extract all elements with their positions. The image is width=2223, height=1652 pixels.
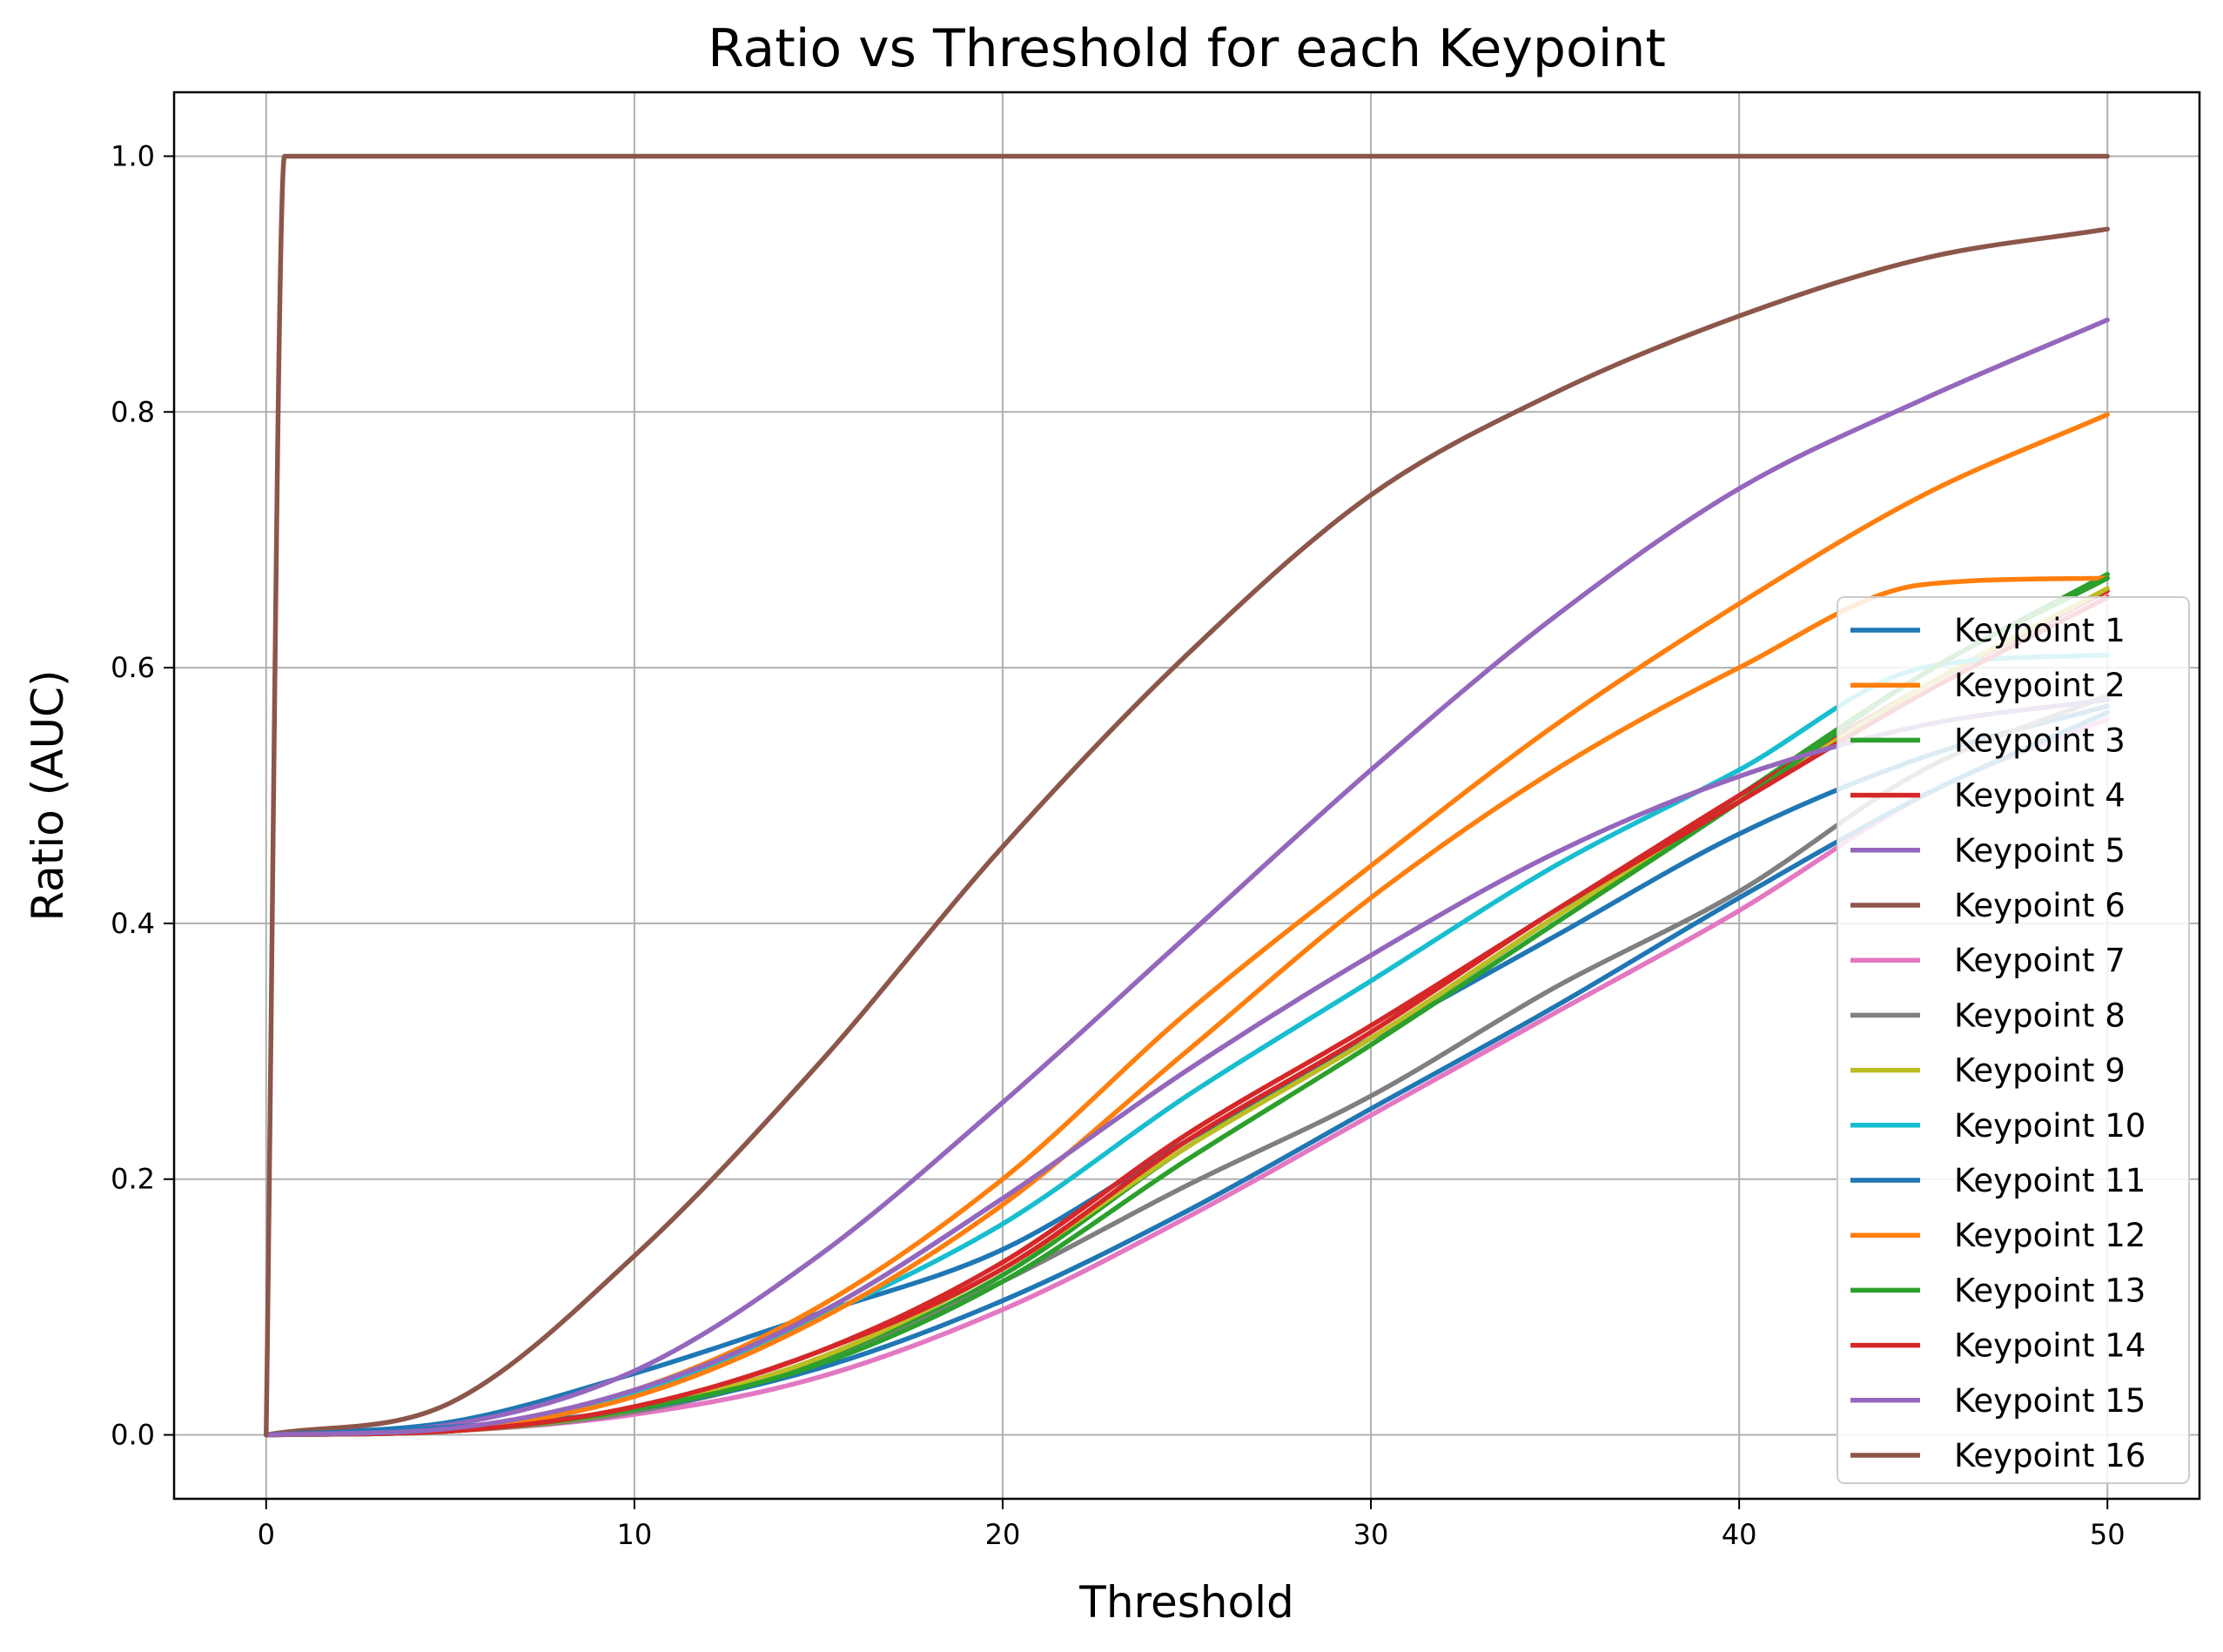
legend-label: Keypoint 12 — [1954, 1217, 2146, 1254]
legend-label: Keypoint 4 — [1954, 777, 2126, 815]
y-tick-label: 0.2 — [111, 1163, 155, 1196]
legend-label: Keypoint 7 — [1954, 942, 2126, 979]
legend-label: Keypoint 15 — [1954, 1382, 2146, 1420]
y-tick-label: 0.4 — [111, 907, 155, 940]
y-tick-label: 0.0 — [111, 1419, 155, 1452]
x-tick-label: 0 — [258, 1518, 275, 1551]
x-tick-label: 20 — [985, 1518, 1021, 1551]
legend-label: Keypoint 10 — [1954, 1107, 2146, 1145]
series-line-keypoint-16 — [264, 153, 2110, 1438]
y-tick-label: 0.8 — [111, 395, 155, 428]
plot-frame — [172, 91, 2201, 1501]
legend-label: Keypoint 9 — [1954, 1052, 2126, 1090]
y-axis-title: Ratio (AUC) — [23, 670, 73, 922]
legend: Keypoint 1 Keypoint 2 Keypoint 3 Keypoint 4… — [1837, 596, 2190, 1484]
legend-label: Keypoint 1 — [1954, 612, 2126, 649]
x-tick-label: 40 — [1722, 1518, 1757, 1551]
series-line-keypoint-6 — [264, 226, 2110, 1438]
legend-label: Keypoint 14 — [1954, 1327, 2146, 1365]
series-lines — [264, 153, 2110, 1438]
series-line-keypoint-12 — [264, 575, 2110, 1438]
y-tick-label: 1.0 — [111, 139, 155, 172]
axis-ticks: 0 10 20 30 40 50 0.0 0.2 0.4 0.6 0.8 1.0 — [111, 139, 2125, 1551]
x-tick-label: 50 — [2090, 1518, 2126, 1551]
series-line-keypoint-15 — [264, 697, 2110, 1438]
legend-label: Keypoint 5 — [1954, 832, 2126, 870]
legend-label: Keypoint 11 — [1954, 1162, 2146, 1199]
x-axis-title: Threshold — [1078, 1577, 1293, 1628]
legend-label: Keypoint 16 — [1954, 1437, 2146, 1474]
legend-label: Keypoint 3 — [1954, 722, 2126, 759]
chart-title: Ratio vs Threshold for each Keypoint — [708, 18, 1666, 79]
legend-box — [1837, 596, 2190, 1484]
legend-label: Keypoint 13 — [1954, 1272, 2146, 1309]
y-tick-label: 0.6 — [111, 651, 155, 684]
x-tick-label: 10 — [617, 1518, 653, 1551]
x-tick-label: 30 — [1353, 1518, 1389, 1551]
series-line-keypoint-14 — [264, 594, 2110, 1438]
legend-label: Keypoint 2 — [1954, 667, 2126, 704]
series-line-keypoint-5 — [264, 317, 2110, 1438]
legend-label: Keypoint 6 — [1954, 887, 2126, 924]
legend-label: Keypoint 8 — [1954, 997, 2126, 1034]
